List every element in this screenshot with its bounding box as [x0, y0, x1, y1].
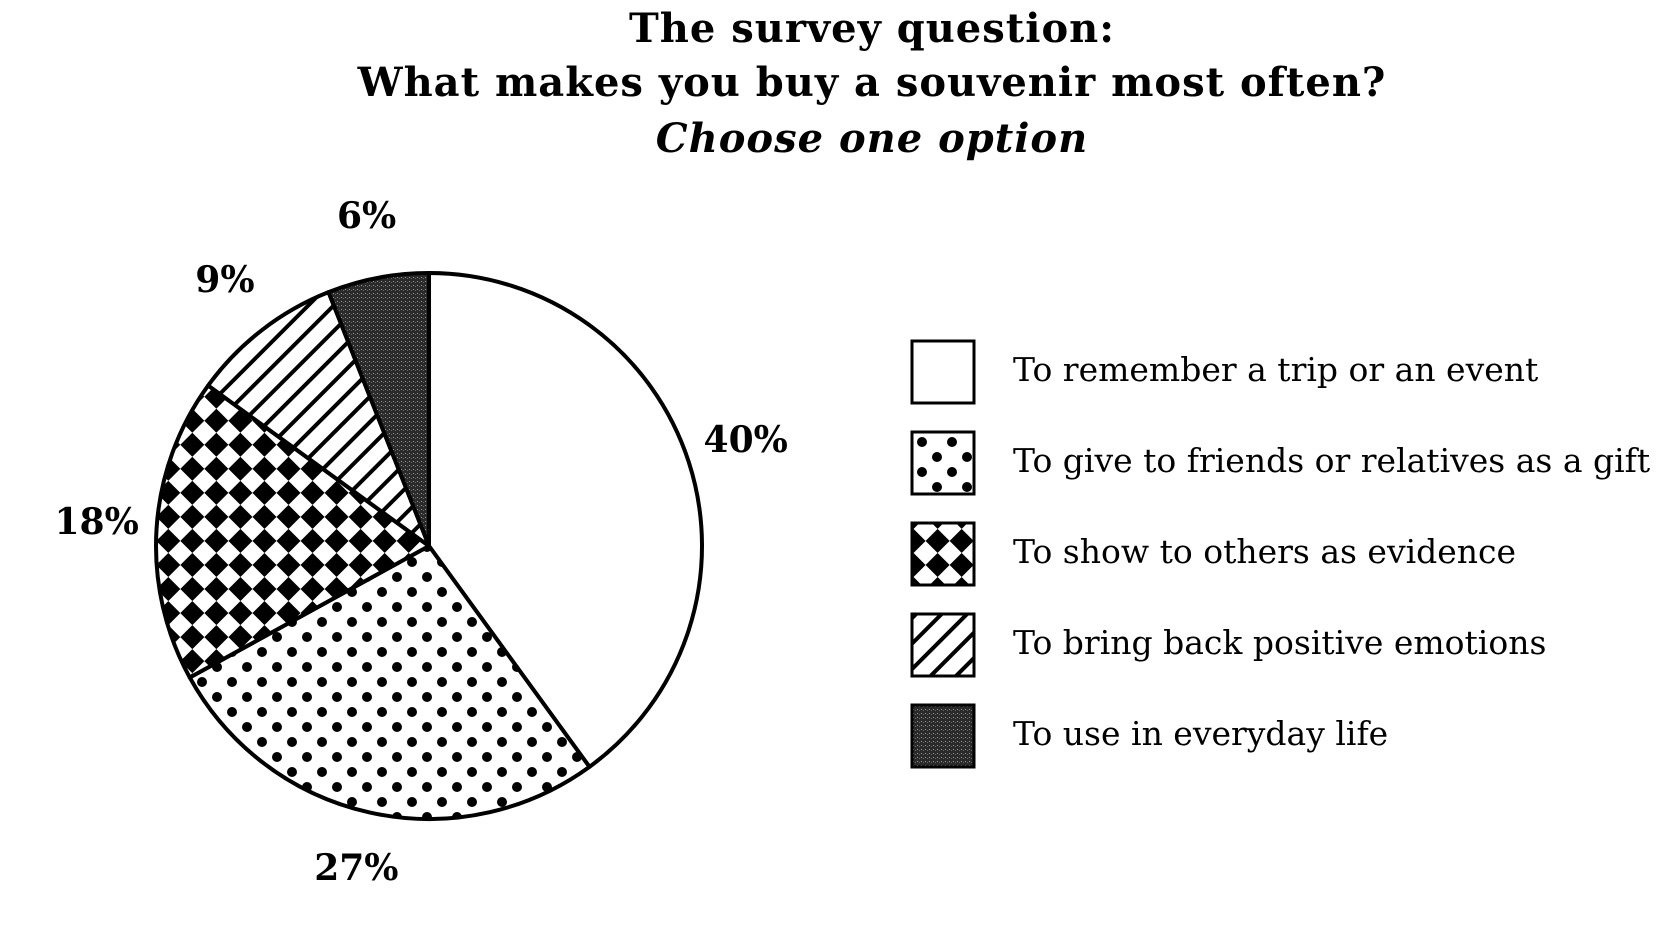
value-label: 27% [314, 847, 398, 889]
chart-subtitle: Choose one option [656, 115, 1088, 162]
legend-swatch [910, 612, 976, 678]
value-label: 6% [337, 195, 396, 237]
chart-title: What makes you buy a souvenir most often… [357, 59, 1387, 106]
legend-label: To use in everyday life [1013, 714, 1388, 753]
pie: 40% 27% 18% 9% 6% [55, 195, 788, 889]
chart-title: The survey question: [629, 5, 1115, 52]
legend-label: To show to others as evidence [1013, 532, 1516, 571]
legend-label: To bring back positive emotions [1013, 623, 1546, 662]
legend-swatch [910, 430, 976, 496]
legend-label: To remember a trip or an event [1013, 350, 1538, 389]
legend-label: To give to friends or relatives as a gif… [1013, 441, 1650, 480]
pie-slice [154, 383, 431, 680]
legend-swatch [910, 521, 976, 587]
value-label: 40% [704, 419, 788, 461]
legend-swatch [910, 703, 976, 769]
pie-slice [326, 271, 431, 548]
pie-slice [187, 544, 592, 821]
legend-swatch [910, 339, 976, 405]
pie-slice [206, 290, 431, 548]
legend: To remember a trip or an event To give to… [910, 339, 1650, 769]
value-label: 9% [195, 259, 254, 301]
pie-slice [427, 271, 704, 769]
value-label: 18% [55, 501, 139, 543]
